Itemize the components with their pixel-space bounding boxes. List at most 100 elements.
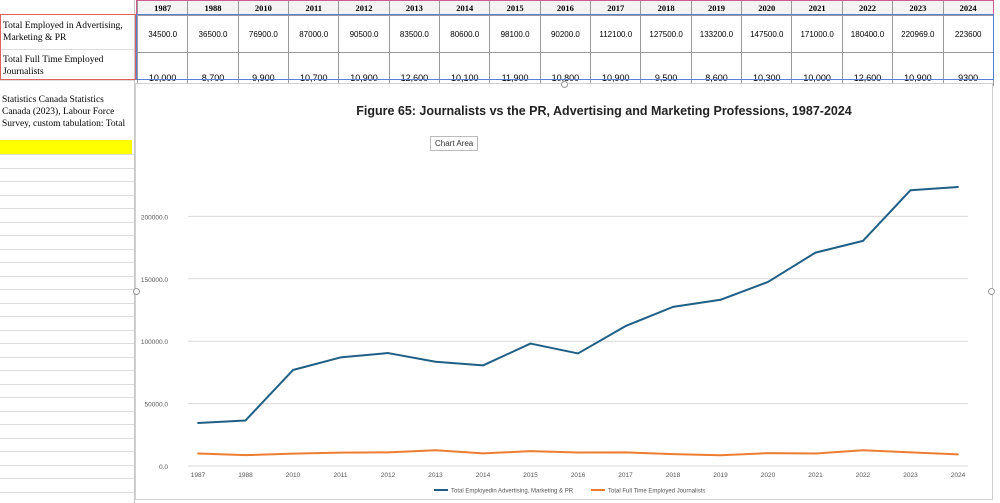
x-tick-label: 2024 <box>951 472 966 479</box>
resize-handle-right[interactable] <box>988 288 995 295</box>
year-header-cell[interactable]: 2021 <box>791 0 843 16</box>
year-header-cell[interactable]: 2019 <box>690 0 743 16</box>
year-header-cell[interactable]: 2018 <box>640 0 692 16</box>
journalists-value-cell[interactable]: 10,000 <box>791 52 843 86</box>
advertising-value-cell[interactable]: 223600 <box>942 15 994 53</box>
row-gridline <box>0 49 134 50</box>
x-tick-label: 2013 <box>428 472 443 479</box>
row-gridline <box>0 370 134 371</box>
advertising-value-cell[interactable]: 76900.0 <box>237 15 290 53</box>
journalists-value-cell[interactable]: 12,600 <box>841 52 894 86</box>
chart-area-tooltip: Chart Area <box>430 136 479 151</box>
x-tick-label: 2020 <box>761 472 776 479</box>
data-point <box>292 452 294 455</box>
advertising-value-cell[interactable]: 171000.0 <box>791 15 843 53</box>
row-gridline <box>0 248 134 250</box>
advertising-value-cell[interactable]: 90500.0 <box>338 15 390 53</box>
row1-label[interactable]: Total Employed in Advertising, Marketing… <box>3 21 123 43</box>
legend-label: Total Employedin Advertising, Marketing … <box>451 489 574 495</box>
row-gridline <box>0 208 134 209</box>
advertising-value-cell[interactable]: 220969.0 <box>892 15 944 53</box>
data-point <box>767 452 769 455</box>
journalists-value-cell[interactable]: 10,700 <box>288 52 340 86</box>
row-gridline <box>0 343 134 344</box>
year-header-cell[interactable]: 2020 <box>741 0 793 16</box>
data-point <box>957 453 959 456</box>
data-point <box>482 364 484 367</box>
year-header-cell[interactable]: 1987 <box>136 0 189 16</box>
journalists-value-cell[interactable]: 8,600 <box>690 52 743 86</box>
data-point <box>577 451 579 454</box>
advertising-value-cell[interactable]: 87000.0 <box>288 15 340 53</box>
year-header-cell[interactable]: 1988 <box>187 0 239 16</box>
chart-title[interactable]: Figure 65: Journalists vs the PR, Advert… <box>356 104 852 118</box>
data-table[interactable]: 1987 1988 2010 2011 2012 2013 2014 2015 2016 2017… <box>136 0 994 86</box>
resize-handle-left[interactable] <box>133 288 140 295</box>
year-header-cell[interactable]: 2012 <box>338 0 390 16</box>
year-header-cell[interactable]: 2014 <box>439 0 491 16</box>
row-gridline <box>0 410 134 412</box>
journalists-value-cell[interactable]: 9,900 <box>237 52 290 86</box>
year-header-cell[interactable]: 2017 <box>590 0 642 16</box>
x-tick-label: 2012 <box>381 472 396 479</box>
line-chart[interactable]: 0.0 50000.0 100000.0 150000.0 200000.0 1987 19… <box>136 84 992 499</box>
journalists-value-cell[interactable]: 11,900 <box>489 52 541 86</box>
data-point <box>767 281 769 283</box>
x-tick-label: 2010 <box>286 472 301 479</box>
journalists-value-cell[interactable]: 10,300 <box>741 52 793 86</box>
journalists-value-cell[interactable]: 10,000 <box>136 52 189 86</box>
year-header-cell[interactable]: 2010 <box>237 0 290 16</box>
advertising-value-cell[interactable]: 34500.0 <box>136 15 189 53</box>
journalists-value-cell[interactable]: 10,900 <box>892 52 944 86</box>
data-point <box>624 451 627 454</box>
journalists-value-cell[interactable]: 9300 <box>942 52 994 86</box>
year-header-cell[interactable]: 2011 <box>288 0 340 16</box>
journalists-value-cell[interactable]: 10,900 <box>590 52 642 86</box>
year-header-cell[interactable]: 2013 <box>388 0 441 16</box>
resize-handle-top[interactable] <box>561 81 568 88</box>
y-tick-label: 200000.0 <box>141 214 168 221</box>
advertising-value-cell[interactable]: 127500.0 <box>640 15 692 53</box>
journalists-value-cell[interactable]: 10,900 <box>338 52 390 86</box>
row-gridline <box>0 167 134 169</box>
data-point <box>814 251 817 254</box>
advertising-value-cell[interactable]: 180400.0 <box>841 15 894 53</box>
x-tick-label: 2014 <box>476 472 491 479</box>
row2-label[interactable]: Total Full Time Employed Journalists <box>3 55 104 77</box>
x-tick-label: 2023 <box>903 472 918 479</box>
year-header-cell[interactable]: 2024 <box>942 0 994 16</box>
year-header-cell[interactable]: 2022 <box>841 0 894 16</box>
advertising-value-cell[interactable]: 36500.0 <box>187 15 239 53</box>
row-gridline <box>0 464 134 466</box>
y-tick-label: 100000.0 <box>141 339 168 346</box>
advertising-value-cell[interactable]: 147500.0 <box>741 15 793 53</box>
data-point <box>862 449 864 452</box>
highlighted-cell[interactable] <box>0 140 132 154</box>
journalists-value-cell[interactable]: 8,700 <box>187 52 239 86</box>
advertising-value-cell[interactable]: 80600.0 <box>439 15 491 53</box>
y-tick-label: 150000.0 <box>141 277 168 284</box>
journalists-value-cell[interactable]: 10,100 <box>439 52 491 86</box>
x-tick-label: 2017 <box>618 472 633 479</box>
year-header-cell[interactable]: 2015 <box>489 0 541 16</box>
chart-area[interactable]: 0.0 50000.0 100000.0 150000.0 200000.0 1987 19… <box>133 81 995 500</box>
advertising-value-cell[interactable]: 90200.0 <box>539 15 592 53</box>
row-gridline <box>0 302 134 304</box>
year-header-cell[interactable]: 2023 <box>892 0 944 16</box>
year-header-cell[interactable]: 2016 <box>539 0 592 16</box>
advertising-value-cell[interactable]: 133200.0 <box>690 15 743 53</box>
journalists-value-cell[interactable]: 12,600 <box>388 52 441 86</box>
data-point <box>909 451 912 454</box>
x-tick-label: 2019 <box>713 472 728 479</box>
row-gridline <box>0 437 134 439</box>
row-gridline <box>0 14 134 15</box>
legend-label: Total Full Time Employed Journalists <box>608 489 705 495</box>
advertising-value-cell[interactable]: 98100.0 <box>489 15 541 53</box>
source-note[interactable]: Statistics Canada Statistics Canada (202… <box>2 95 126 129</box>
advertising-value-cell[interactable]: 112100.0 <box>590 15 642 53</box>
journalists-value-cell[interactable]: 9,500 <box>640 52 692 86</box>
advertising-value-cell[interactable]: 83500.0 <box>388 15 441 53</box>
data-point <box>529 342 532 345</box>
data-point <box>957 186 959 188</box>
